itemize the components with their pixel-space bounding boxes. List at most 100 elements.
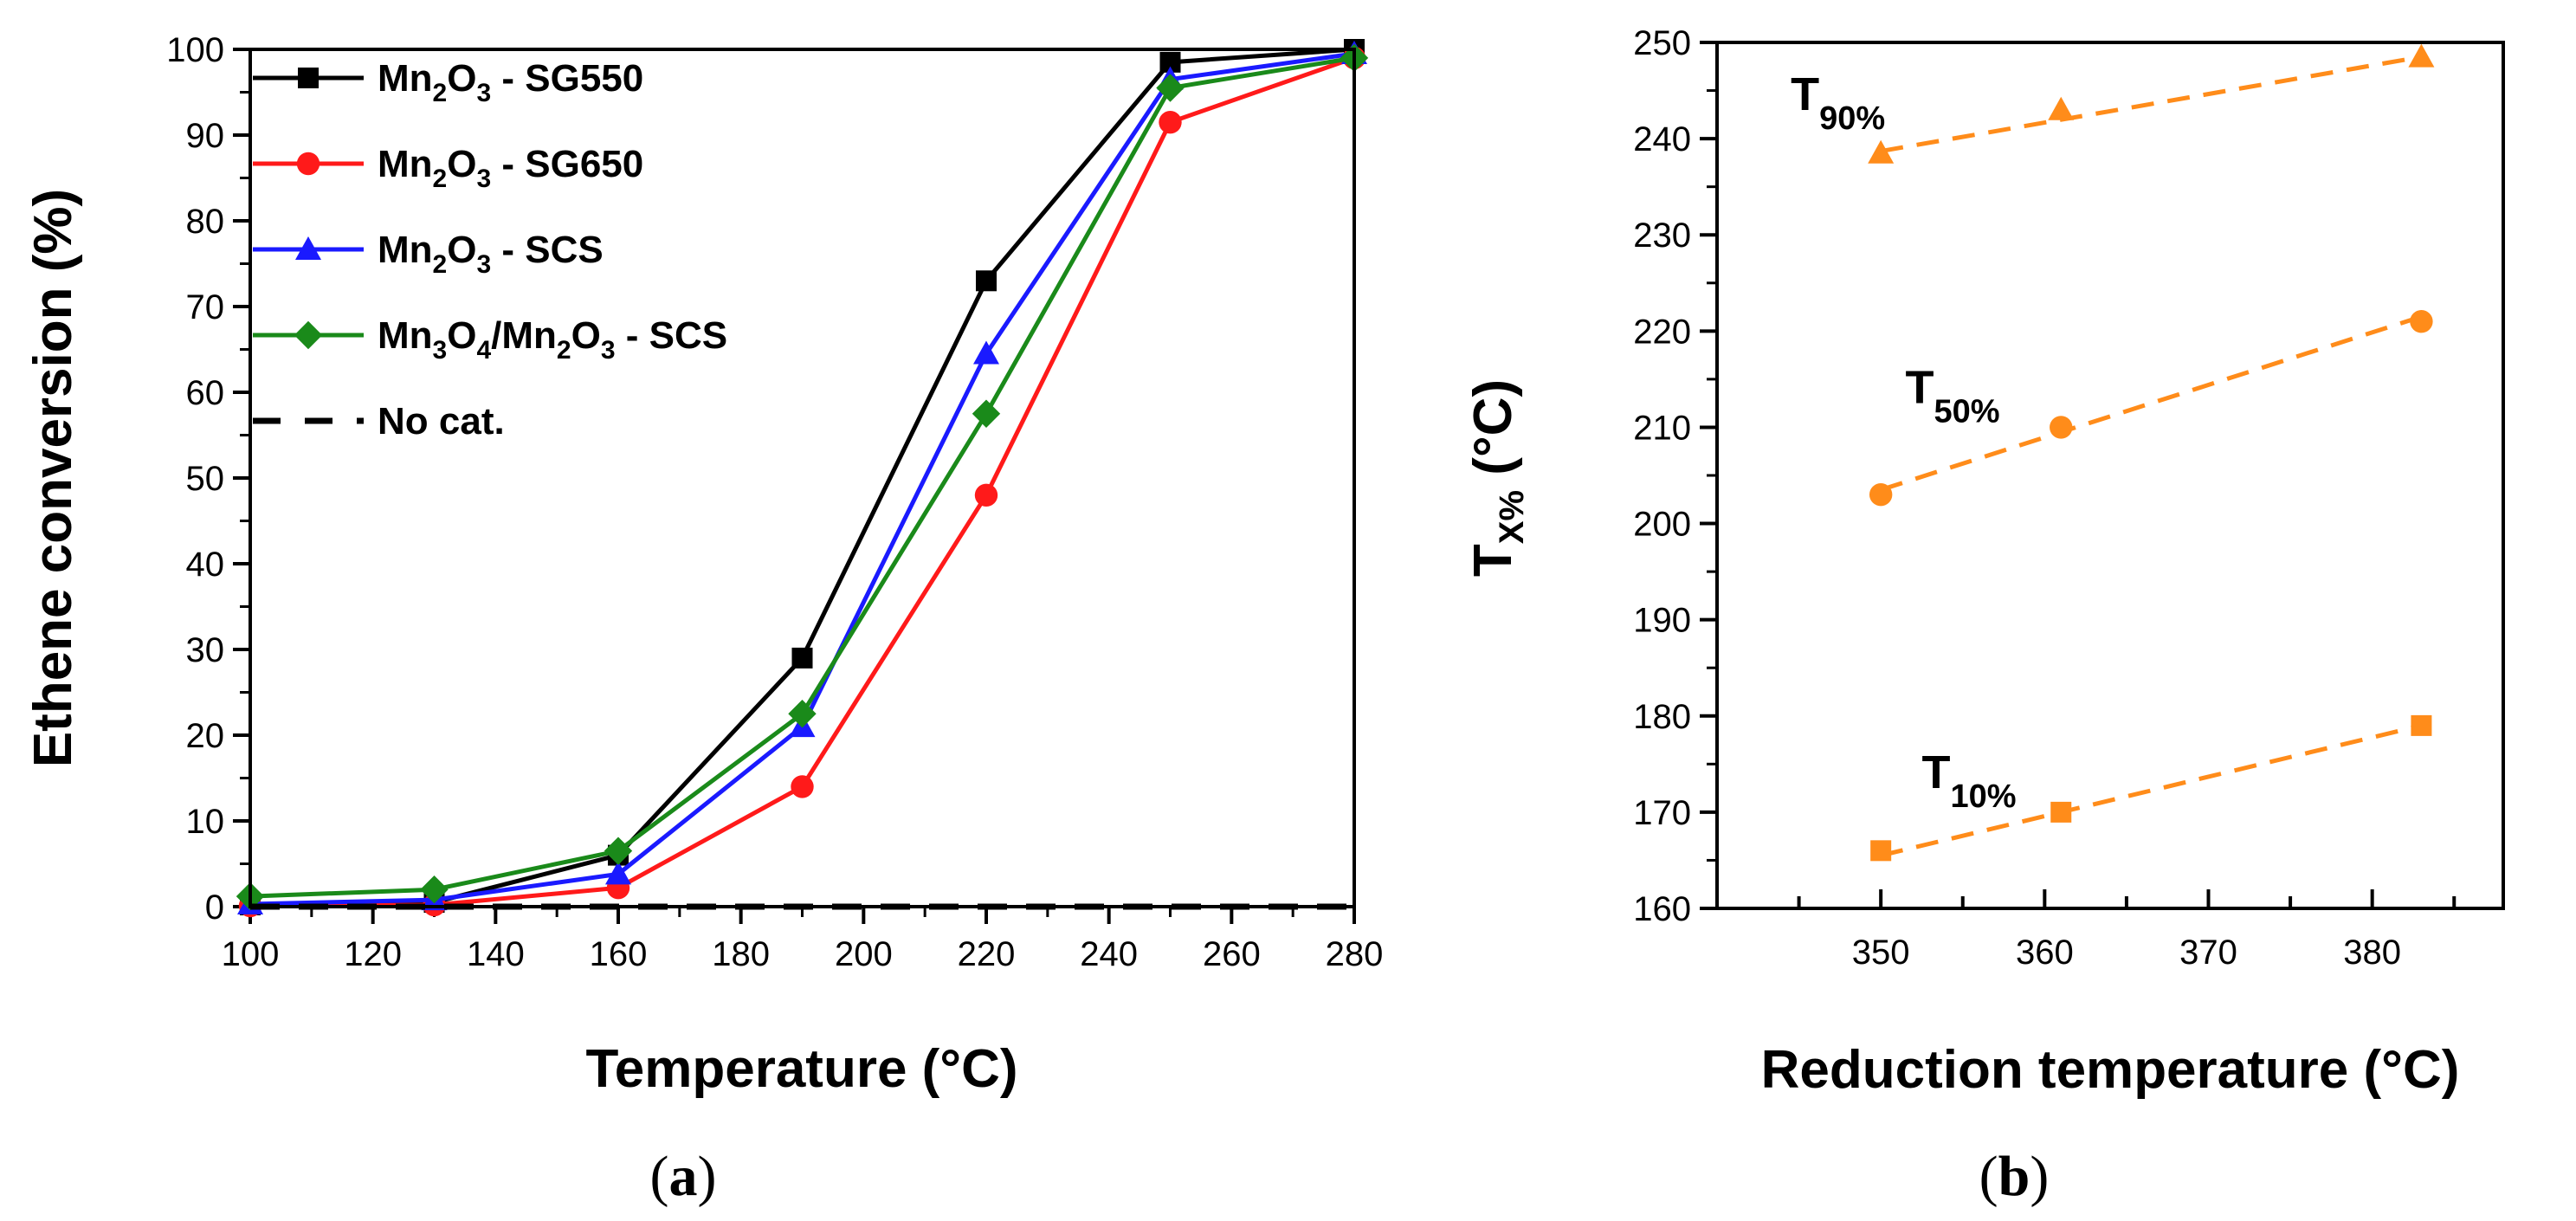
legend-swatch-marker — [298, 68, 319, 88]
chart-a-plot-frame — [249, 48, 1356, 908]
data-point — [972, 399, 1001, 428]
y-tick-label: 50 — [186, 460, 225, 498]
chart-b-caption: (b) — [1979, 1145, 2050, 1208]
series-label-main: T — [1906, 362, 1934, 414]
x-tick-label: 240 — [1080, 935, 1138, 973]
x-tick-label: 140 — [467, 935, 525, 973]
x-tick-label: 380 — [2343, 934, 2401, 972]
data-point — [1869, 483, 1893, 507]
series-label: T10% — [1921, 746, 2016, 815]
y-tick-label: 190 — [1633, 602, 1691, 640]
y-tick-label: 240 — [1633, 120, 1691, 158]
chart-b-series: T90%T50%T10% — [1791, 43, 2435, 862]
y-tick-label: 80 — [186, 203, 225, 241]
legend-item: Mn2O3 - SCS — [253, 229, 604, 279]
legend-label: No cat. — [378, 400, 505, 443]
data-point — [2048, 96, 2075, 120]
legend-label-part: 3 — [476, 250, 491, 279]
data-point — [2410, 310, 2433, 333]
legend-label-part: 2 — [433, 79, 448, 107]
legend-label: Mn2O3 - SG550 — [378, 57, 643, 107]
legend-label-part: /Mn — [491, 314, 557, 357]
x-tick-label: 370 — [2179, 934, 2237, 972]
x-tick-label: 360 — [2016, 934, 2074, 972]
y-tick-label: 10 — [186, 803, 225, 841]
y-tick-label: 40 — [186, 546, 225, 584]
legend-label-part: 3 — [601, 336, 616, 365]
legend-label-part: 2 — [557, 336, 571, 365]
x-tick-label: 350 — [1852, 934, 1910, 972]
legend-label-part: O — [447, 57, 476, 100]
legend-label: Mn2O3 - SG650 — [378, 143, 643, 193]
chart-a-caption-letter: a — [669, 1145, 698, 1208]
chart-a-caption: (a) — [650, 1145, 717, 1208]
series-label-sub: 50% — [1934, 394, 2000, 430]
x-tick-label: 100 — [222, 935, 280, 973]
legend-label-part: Mn — [378, 314, 433, 357]
series-t90-: T90% — [1791, 43, 2435, 164]
y-tick-label: 90 — [186, 117, 225, 155]
data-point — [2050, 416, 2073, 439]
legend-label-part: - SG550 — [491, 57, 643, 100]
data-point — [791, 647, 813, 669]
data-point — [1159, 110, 1182, 134]
legend-label-part: No cat. — [378, 400, 505, 443]
legend-label: Mn2O3 - SCS — [378, 229, 604, 279]
y-tick-label: 250 — [1633, 24, 1691, 62]
chart-b-tick-labels: 350 360 370 380 160 170 180 190 200 210 220 230 240 2… — [1633, 24, 2401, 972]
y-tick-label: 100 — [166, 31, 224, 69]
data-point — [791, 775, 814, 798]
x-tick-label: 260 — [1203, 935, 1261, 973]
chart-a-xlabel: Temperature (°C) — [585, 1039, 1017, 1099]
legend-label-part: O — [447, 229, 476, 271]
data-point — [604, 837, 633, 865]
x-tick-label: 180 — [712, 935, 770, 973]
legend-label-part: Mn — [378, 57, 433, 100]
data-point — [974, 483, 998, 507]
series-t10-: T10% — [1870, 714, 2432, 862]
series-label: T50% — [1906, 362, 2000, 430]
x-tick-label: 160 — [590, 935, 648, 973]
legend-label: Mn3O4/Mn2O3 - SCS — [378, 314, 727, 365]
legend-label-part: 4 — [476, 336, 491, 365]
data-point — [1156, 74, 1185, 102]
fit-line — [1880, 55, 2422, 154]
y-tick-label: 60 — [186, 374, 225, 412]
data-point — [976, 270, 997, 292]
data-point — [1868, 139, 1895, 164]
chart-b-ylabel: TX% (°C) — [1463, 379, 1531, 577]
chart-a-ylabel: Ethene conversion (%) — [23, 189, 83, 767]
y-tick-label: 210 — [1633, 409, 1691, 447]
fit-line — [1880, 314, 2423, 493]
fit-line — [1880, 723, 2423, 858]
legend-label-part: 2 — [433, 250, 448, 279]
legend-label-part: - SCS — [491, 229, 604, 271]
legend-label-part: Mn — [378, 229, 433, 271]
series-t50-: T50% — [1869, 310, 2433, 507]
chart-b: T90%T50%T10% 350 360 370 380160170180190200… — [1463, 24, 2505, 1208]
series-label-main: T — [1921, 746, 1950, 798]
legend-swatch-marker — [294, 320, 323, 350]
legend-item: No cat. — [253, 400, 505, 443]
legend-label-part: O — [447, 314, 476, 357]
y-tick-label: 170 — [1633, 794, 1691, 832]
legend-swatch-marker — [295, 236, 321, 260]
x-tick-label: 220 — [958, 935, 1016, 973]
series-label-sub: 10% — [1950, 778, 2016, 815]
legend-swatch-marker — [296, 152, 320, 176]
data-point — [2050, 801, 2072, 823]
chart-b-ylabel-sub: X% — [1493, 490, 1531, 544]
data-point — [1870, 840, 1892, 862]
chart-b-caption-letter: b — [1998, 1145, 2030, 1208]
y-tick-label: 20 — [186, 717, 225, 755]
legend-label-part: O — [447, 143, 476, 185]
legend-label-part: - SCS — [616, 314, 728, 357]
series-label: T90% — [1791, 68, 1885, 137]
legend-label-part: 3 — [476, 79, 491, 107]
x-tick-label: 280 — [1326, 935, 1384, 973]
chart-b-plot-frame — [1715, 41, 2505, 910]
data-point — [2411, 714, 2432, 736]
